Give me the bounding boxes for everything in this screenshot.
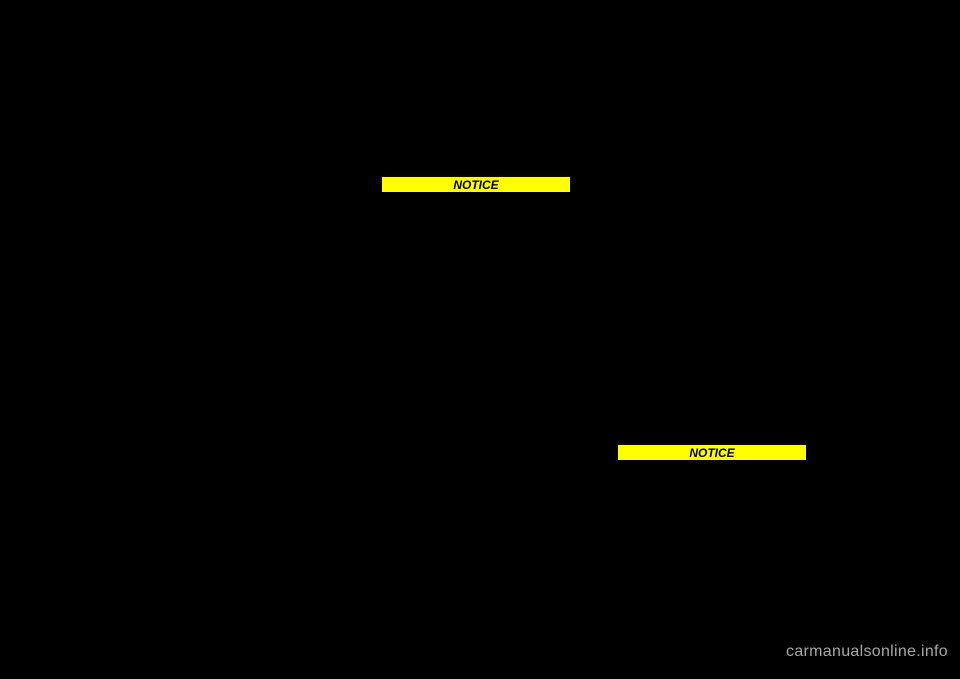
notice-label-2: NOTICE — [689, 446, 734, 460]
notice-label-1: NOTICE — [453, 178, 498, 192]
notice-box-1: NOTICE — [381, 176, 571, 193]
notice-box-2: NOTICE — [617, 444, 807, 461]
watermark-text: carmanualsonline.info — [786, 643, 948, 661]
